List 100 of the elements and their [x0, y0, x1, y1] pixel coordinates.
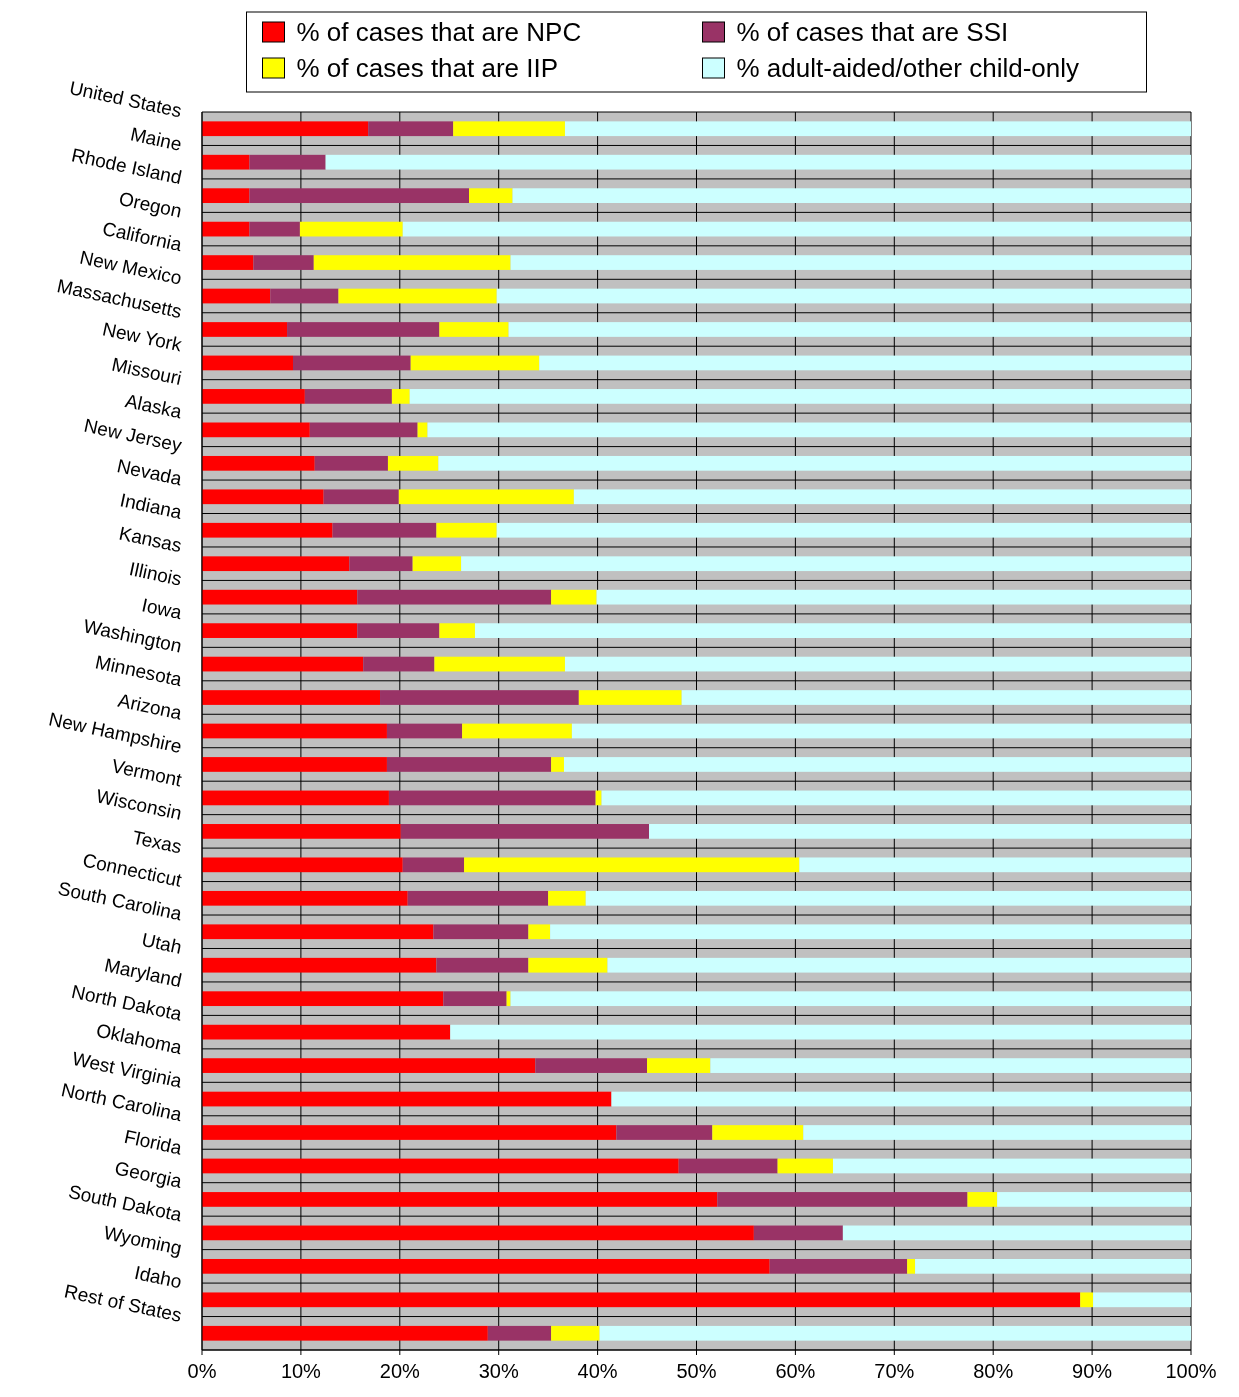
bar	[967, 1192, 998, 1207]
bar	[287, 322, 440, 337]
y-tick-label: Maine	[128, 123, 184, 155]
bar	[450, 1024, 1191, 1040]
bar	[409, 389, 1191, 404]
bar	[439, 322, 509, 337]
bar	[202, 757, 387, 772]
bar	[832, 1158, 1191, 1174]
bar	[443, 991, 507, 1007]
bar	[202, 522, 333, 538]
bar	[325, 154, 1191, 170]
bar	[202, 1225, 754, 1241]
bar	[551, 1325, 600, 1341]
y-tick-label: Illinois	[127, 558, 184, 590]
x-tick-label: 30%	[478, 1360, 519, 1382]
bar	[578, 690, 682, 705]
bar	[304, 389, 392, 404]
y-tick-label: Iowa	[139, 594, 184, 624]
bar	[439, 623, 475, 638]
bar	[528, 957, 608, 973]
bar	[202, 221, 250, 237]
bar	[202, 1125, 617, 1140]
bar	[678, 1158, 778, 1174]
bar	[564, 121, 1191, 137]
bar	[599, 1325, 1191, 1341]
bar	[380, 690, 579, 705]
bar	[453, 121, 565, 137]
bar	[433, 924, 529, 940]
bar	[842, 1225, 1191, 1241]
bar	[799, 857, 1191, 873]
bar	[753, 1225, 843, 1241]
bar	[202, 723, 387, 739]
bar	[427, 422, 1191, 438]
bar	[997, 1192, 1191, 1207]
y-tick-label: Missouri	[109, 353, 184, 389]
bar	[202, 1058, 536, 1073]
bar	[564, 656, 1191, 672]
bar	[535, 1058, 648, 1073]
y-tick-label: Florida	[122, 1125, 184, 1159]
bar	[474, 623, 1191, 638]
legend-label: % adult-aided/other child-only	[736, 53, 1080, 83]
bar	[249, 154, 326, 170]
y-tick-label: Kansas	[117, 522, 184, 557]
bar	[202, 455, 315, 471]
bar	[402, 221, 1191, 237]
bar	[270, 288, 339, 304]
bar	[438, 455, 1191, 471]
bar	[548, 890, 586, 906]
bar	[357, 623, 440, 638]
bar	[202, 690, 381, 705]
bar	[249, 188, 470, 204]
y-tick-label: Indiana	[118, 489, 184, 523]
bar	[202, 422, 310, 438]
bar	[596, 589, 1191, 605]
bar	[202, 623, 358, 638]
bar	[681, 690, 1191, 705]
bar	[539, 355, 1191, 371]
bar	[462, 723, 572, 739]
bar	[202, 188, 250, 204]
x-tick-label: 90%	[1072, 1360, 1113, 1382]
bar	[407, 890, 549, 906]
y-tick-label: Idaho	[132, 1261, 184, 1293]
x-tick-label: 70%	[874, 1360, 915, 1382]
bar	[777, 1158, 833, 1174]
bar	[202, 288, 271, 304]
bar	[611, 1091, 1191, 1107]
bar	[512, 188, 1191, 204]
bar	[487, 1325, 552, 1341]
bar	[496, 522, 1191, 538]
y-tick-label: Vermont	[109, 755, 185, 791]
bar	[585, 890, 1191, 906]
y-tick-label: New York	[100, 318, 185, 356]
bar	[769, 1258, 908, 1274]
bar	[202, 957, 437, 973]
bar	[607, 957, 1191, 973]
legend-label: % of cases that are IIP	[296, 53, 559, 83]
bar	[349, 556, 413, 572]
bar	[249, 221, 300, 237]
bar	[551, 589, 597, 605]
bar	[202, 1258, 770, 1274]
bar	[202, 656, 364, 672]
bar	[202, 556, 350, 572]
bar	[202, 1158, 679, 1174]
bar	[464, 857, 800, 873]
bar	[391, 389, 410, 404]
bar	[510, 255, 1191, 270]
bar	[573, 489, 1191, 505]
bar	[202, 255, 254, 270]
bar	[202, 1024, 451, 1040]
bar	[202, 1192, 718, 1207]
bar	[434, 656, 565, 672]
bar	[412, 556, 462, 572]
bar	[915, 1258, 1191, 1274]
bar	[386, 723, 463, 739]
bar	[410, 355, 540, 371]
bar	[647, 1058, 711, 1073]
y-tick-label: Wyoming	[101, 1221, 184, 1259]
bar	[563, 757, 1191, 772]
bar	[398, 489, 574, 505]
bar	[202, 489, 324, 505]
